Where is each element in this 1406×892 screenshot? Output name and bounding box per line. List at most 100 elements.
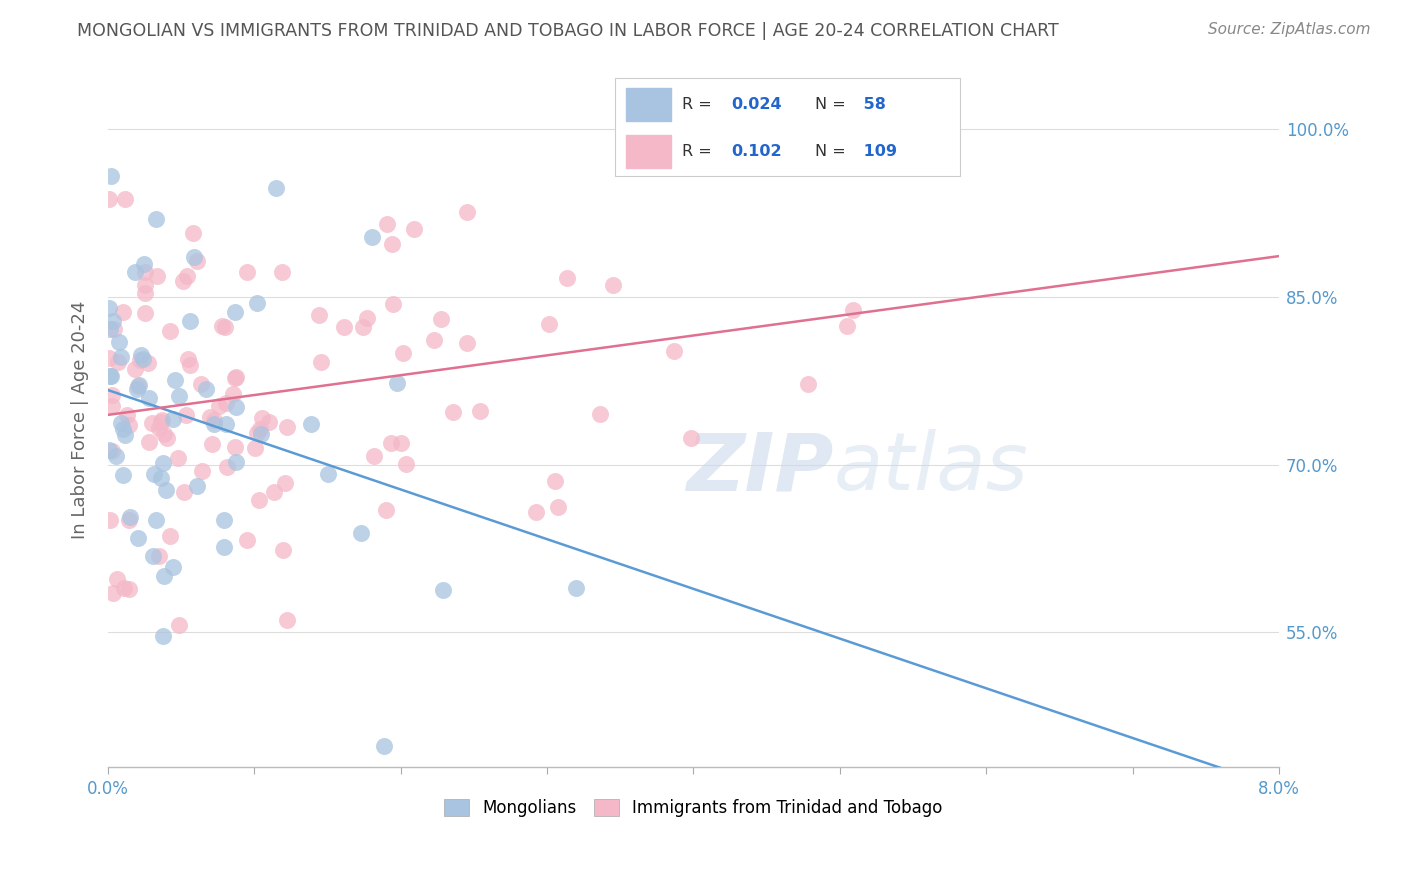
- Point: [352, 320, 374, 334]
- Point: [392, 346, 415, 360]
- Point: [127, 382, 149, 396]
- Point: [149, 415, 172, 429]
- Point: [564, 582, 586, 596]
- Point: [215, 396, 238, 410]
- Point: [146, 268, 169, 283]
- Point: [114, 428, 136, 442]
- Point: [156, 430, 179, 444]
- Point: [114, 192, 136, 206]
- Point: [225, 455, 247, 469]
- Point: [177, 352, 200, 367]
- Point: [98, 513, 121, 527]
- Point: [212, 513, 235, 527]
- Bar: [626, 88, 672, 121]
- Point: [356, 311, 378, 326]
- Point: [110, 416, 132, 430]
- Point: [152, 629, 174, 643]
- Point: [360, 230, 382, 244]
- Point: [105, 572, 128, 586]
- Point: [103, 322, 125, 336]
- Point: [127, 379, 149, 393]
- Text: atlas: atlas: [834, 429, 1029, 508]
- Y-axis label: In Labor Force | Age 20-24: In Labor Force | Age 20-24: [72, 301, 89, 539]
- Point: [127, 531, 149, 545]
- Point: [212, 540, 235, 554]
- Point: [118, 417, 141, 432]
- Point: [308, 308, 330, 322]
- Point: [204, 417, 226, 431]
- Point: [118, 582, 141, 596]
- Point: [363, 450, 385, 464]
- Point: [246, 296, 269, 310]
- Point: [456, 335, 478, 350]
- Text: 0.102: 0.102: [731, 145, 782, 160]
- Point: [98, 369, 121, 384]
- Point: [129, 348, 152, 362]
- Point: [173, 485, 195, 500]
- Point: [162, 560, 184, 574]
- Point: [681, 431, 703, 445]
- Point: [395, 457, 418, 471]
- Point: [250, 426, 273, 441]
- Point: [332, 319, 354, 334]
- Point: [589, 407, 612, 421]
- Point: [118, 513, 141, 527]
- Point: [101, 388, 124, 402]
- Point: [276, 614, 298, 628]
- Point: [318, 467, 340, 481]
- Text: MONGOLIAN VS IMMIGRANTS FROM TRINIDAD AND TOBAGO IN LABOR FORCE | AGE 20-24 CORR: MONGOLIAN VS IMMIGRANTS FROM TRINIDAD AN…: [77, 22, 1059, 40]
- Point: [186, 479, 208, 493]
- Bar: [626, 136, 672, 168]
- Point: [432, 582, 454, 597]
- Point: [402, 221, 425, 235]
- Point: [208, 399, 231, 413]
- Point: [547, 500, 569, 514]
- Point: [249, 422, 271, 436]
- Point: [108, 334, 131, 349]
- Text: N =: N =: [815, 145, 852, 160]
- Point: [155, 483, 177, 497]
- Point: [112, 422, 135, 436]
- Point: [128, 353, 150, 368]
- Point: [380, 436, 402, 450]
- Point: [150, 413, 173, 427]
- Point: [222, 386, 245, 401]
- Point: [456, 205, 478, 219]
- Point: [842, 302, 865, 317]
- Point: [149, 471, 172, 485]
- Point: [194, 383, 217, 397]
- Point: [136, 356, 159, 370]
- Point: [98, 193, 121, 207]
- Point: [202, 413, 225, 427]
- Point: [162, 412, 184, 426]
- Point: [273, 542, 295, 557]
- Point: [837, 318, 859, 333]
- Point: [183, 250, 205, 264]
- Point: [225, 401, 247, 415]
- Point: [141, 417, 163, 431]
- Point: [145, 513, 167, 527]
- Point: [101, 314, 124, 328]
- Point: [236, 265, 259, 279]
- Point: [299, 417, 322, 431]
- Point: [537, 317, 560, 331]
- Point: [271, 265, 294, 279]
- Point: [134, 306, 156, 320]
- Point: [111, 304, 134, 318]
- Point: [200, 409, 222, 424]
- Point: [385, 376, 408, 391]
- Point: [666, 157, 689, 171]
- Point: [224, 371, 246, 385]
- Legend: Mongolians, Immigrants from Trinidad and Tobago: Mongolians, Immigrants from Trinidad and…: [437, 793, 949, 824]
- Point: [544, 474, 567, 488]
- Point: [98, 443, 121, 458]
- Point: [602, 278, 624, 293]
- Point: [224, 305, 246, 319]
- Point: [381, 237, 404, 252]
- Point: [124, 361, 146, 376]
- Text: 0.024: 0.024: [731, 97, 782, 112]
- Point: [111, 467, 134, 482]
- Point: [246, 425, 269, 440]
- Point: [153, 569, 176, 583]
- Point: [685, 122, 707, 136]
